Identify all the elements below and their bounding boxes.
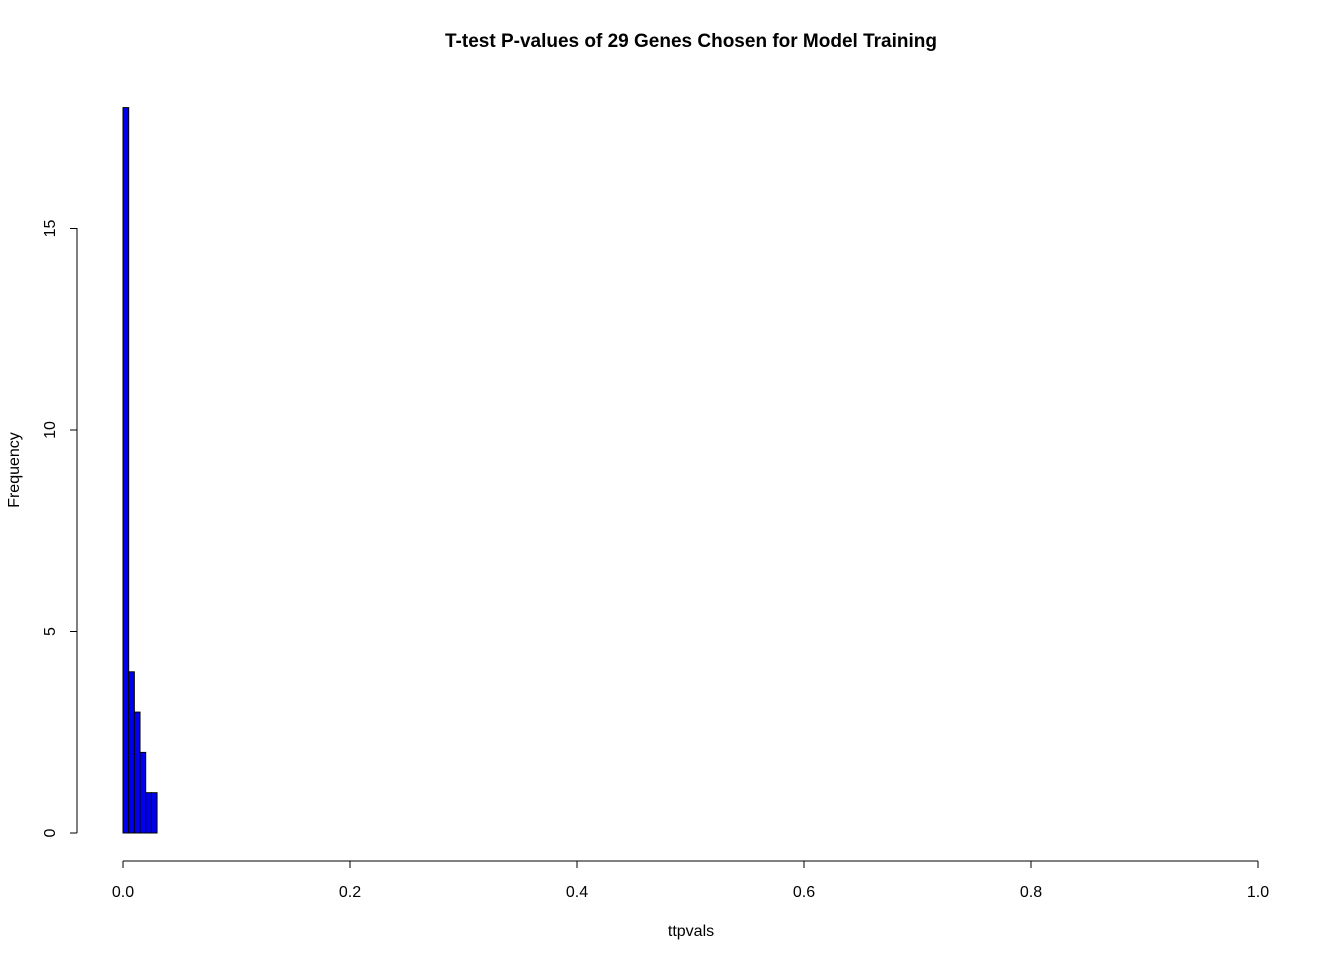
- histogram-bar-6: [150, 792, 158, 834]
- y-tick-label: 0: [42, 828, 59, 837]
- y-tick-label: 10: [42, 421, 59, 439]
- y-axis-label: Frequency: [6, 432, 23, 508]
- x-tick-label: 0.8: [1020, 884, 1042, 901]
- y-axis-ticks: 0 5 10 15: [42, 220, 77, 837]
- x-tick-label: 0.6: [793, 884, 815, 901]
- chart-title: T-test P-values of 29 Genes Chosen for M…: [445, 31, 937, 52]
- histogram-bar-5: [145, 792, 152, 834]
- y-tick-label: 15: [42, 220, 59, 238]
- histogram-bar-1: [122, 107, 130, 834]
- x-tick-label: 0.4: [566, 884, 588, 901]
- x-tick-label: 1.0: [1247, 884, 1269, 901]
- histogram-bar-3: [133, 711, 141, 834]
- histogram-bar-2: [128, 671, 135, 834]
- x-axis-label: ttpvals: [668, 923, 714, 940]
- x-axis-ticks: 0.0 0.2 0.4 0.6 0.8 1.0: [112, 861, 1269, 901]
- y-tick-label: 5: [42, 627, 59, 636]
- bars-group: [122, 107, 158, 834]
- x-tick-label: 0.2: [339, 884, 361, 901]
- x-tick-label: 0.0: [112, 884, 134, 901]
- histogram-bar-4: [139, 751, 147, 834]
